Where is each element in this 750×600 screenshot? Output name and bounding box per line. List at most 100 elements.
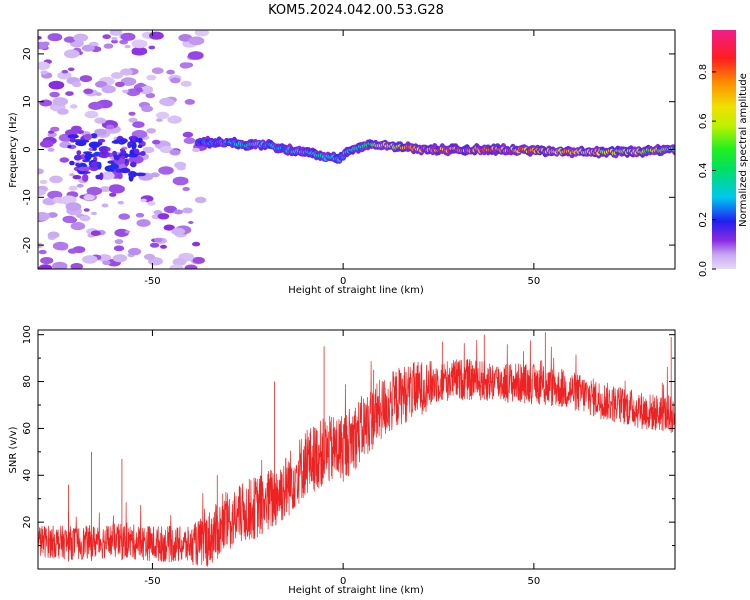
spectral-blob (154, 237, 163, 243)
spectral-blob (132, 172, 138, 177)
spectral-blob (117, 173, 123, 180)
spectral-blob (137, 144, 143, 148)
spectral-blob (192, 257, 205, 264)
spectral-blob (90, 211, 97, 216)
spectral-blob (65, 202, 82, 212)
spectral-blob (115, 81, 125, 88)
spectral-blob (149, 242, 160, 248)
spectral-blob (82, 255, 98, 264)
spectral-blob (147, 201, 156, 206)
spectral-blob (146, 128, 156, 134)
spectral-blob (69, 104, 78, 109)
spectral-blob (148, 45, 156, 50)
snr-y-tick-label: 80 (22, 375, 33, 388)
spectral-blob (194, 196, 207, 204)
spectral-blob (38, 36, 42, 40)
spectral-blob (83, 88, 94, 95)
spectral-blob (114, 239, 124, 245)
spectral-blob (52, 97, 69, 106)
spectral-blob (151, 67, 164, 74)
spectral-blob (90, 230, 101, 236)
spectral-blob (122, 89, 129, 94)
spectral-blob (187, 51, 204, 60)
spectral-blob (142, 146, 155, 154)
spectral-blob (76, 183, 84, 188)
spectral-blob (40, 70, 48, 75)
spectral-blob (169, 149, 181, 156)
snr-x-tick-label: 0 (340, 576, 346, 587)
spectrogram-y-tick-label: -10 (22, 189, 33, 205)
figure-title: KOM5.2024.042.00.53.G28 (268, 3, 444, 18)
spectral-blob (184, 99, 195, 105)
spectral-blob (136, 219, 151, 227)
spectral-blob (163, 224, 175, 231)
spectral-blob (63, 36, 76, 43)
spectral-blob (131, 141, 137, 150)
spectral-blob (39, 99, 53, 107)
spectral-blob (99, 186, 111, 193)
spectral-blob (118, 213, 130, 220)
spectral-blob (158, 166, 174, 175)
spectral-blob (146, 74, 157, 81)
spectral-blob (39, 179, 48, 185)
spectral-blob (93, 151, 101, 156)
snr-x-tick-label: 50 (528, 576, 541, 587)
spectral-blob (142, 85, 153, 92)
spectral-blob (49, 91, 60, 98)
spectrogram-x-tick-label: 0 (340, 276, 346, 287)
spectral-blob (106, 147, 111, 152)
snr-y-tick-label: 20 (22, 516, 33, 529)
spectrogram-y-tick-label: 10 (22, 95, 33, 108)
spectral-blob (83, 133, 93, 141)
colorbar-gradient (712, 30, 736, 269)
spectral-blob (117, 200, 125, 205)
spectral-blob (182, 186, 190, 192)
spectral-blob (47, 147, 55, 152)
spectral-blob (172, 258, 187, 266)
spectral-blob (120, 68, 133, 76)
snr-marks (38, 332, 675, 567)
snr-panel: -50 0 50 20 40 60 80 100 Height of straight lin… (8, 325, 676, 596)
spectral-blob (38, 168, 44, 175)
spectral-blob (40, 257, 54, 265)
spectrogram-x-axis-label: Height of straight line (km) (288, 285, 424, 296)
spectral-blob (47, 231, 60, 239)
snr-y-tick-label: 100 (22, 325, 33, 344)
spectral-blob (61, 195, 77, 204)
spectral-blob (109, 30, 123, 36)
spectral-blob (68, 185, 78, 191)
colorbar-tick-label: 0.2 (698, 212, 709, 228)
spectral-blob (183, 137, 196, 144)
spectral-blob (111, 72, 123, 79)
spectral-blob (52, 261, 68, 269)
colorbar-tick-label: 0.6 (698, 113, 709, 129)
spectral-blob (95, 81, 108, 88)
spectral-blob (140, 198, 147, 203)
spectral-blob (102, 34, 111, 40)
spectral-blob (101, 148, 107, 157)
spectral-blob (182, 131, 194, 138)
spectral-blob (94, 128, 107, 136)
spectral-blob (70, 263, 83, 269)
spectral-blob (97, 254, 112, 262)
spectral-blob (100, 171, 115, 180)
snr-y-axis-label: SNR (v/v) (8, 426, 19, 473)
spectral-blob (79, 75, 93, 83)
spectral-blob (179, 62, 192, 69)
colorbar-tick-label: 0.0 (698, 261, 709, 277)
spectral-blob (119, 167, 131, 174)
spectral-blob (159, 146, 173, 154)
spectral-blob (153, 210, 163, 215)
spectrogram-x-tick-label: 50 (528, 276, 541, 287)
spectral-blob (86, 186, 103, 196)
spectral-blob (137, 82, 145, 87)
spectrogram-ticks: -50 0 50 -20 -10 0 10 20 (22, 30, 675, 287)
spectral-blob (67, 67, 75, 72)
spectral-blob (169, 264, 184, 269)
spectral-blob (95, 92, 102, 96)
spectral-blob (38, 61, 51, 70)
spectral-blob (79, 215, 91, 222)
colorbar: 0.0 0.2 0.4 0.6 0.8 Normalized spectral ampl… (698, 30, 749, 277)
spectral-blob (152, 139, 161, 145)
spectral-blob (184, 264, 198, 269)
